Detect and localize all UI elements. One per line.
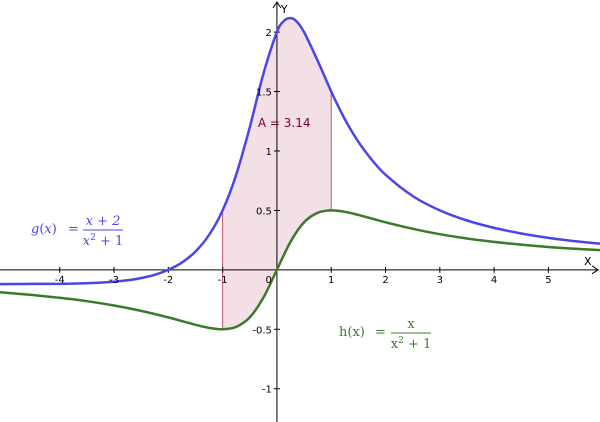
- x-tick-label: -4: [55, 275, 65, 286]
- formula-h-den-base: x: [391, 337, 399, 352]
- y-tick-label: -0.5: [252, 325, 272, 336]
- x-axis-arrow: [591, 265, 599, 275]
- y-tick-label: 0.5: [256, 206, 272, 217]
- formula-h-equals: =: [375, 325, 386, 340]
- series-line-g: [0, 16, 600, 286]
- x-tick-label: -1: [218, 275, 228, 286]
- formula-g-den-base: x: [83, 234, 91, 249]
- y-tick-label: 1.5: [256, 88, 272, 99]
- y-axis-arrow: [272, 1, 282, 9]
- x-tick-label: 5: [545, 275, 551, 286]
- formula-g-lhs: g(x): [31, 222, 57, 237]
- y-tick-label: -1: [262, 385, 272, 396]
- formula-h-numerator: x: [407, 317, 415, 332]
- formula-h-den-exp: 2: [398, 336, 404, 346]
- formula-g-den-tail: + 1: [96, 234, 123, 249]
- origin-label: 0: [266, 275, 272, 286]
- y-tick-label: 2: [266, 28, 272, 39]
- y-axis-label: Y: [280, 3, 288, 16]
- x-tick-label: 2: [382, 275, 388, 286]
- formula-g-den-exp: 2: [90, 233, 96, 243]
- formula-h-den-tail: + 1: [404, 337, 431, 352]
- labels: X Y -4 -3 -2 -1 1 2 3 4 5 2 1.5 1 0.5 -0.5 -1 0 A = 3.14: [55, 3, 592, 396]
- formula-g-denominator: x2 + 1: [83, 233, 124, 249]
- x-tick-label: 3: [437, 275, 443, 286]
- x-tick-label: -3: [109, 275, 119, 286]
- curves: [0, 16, 600, 331]
- formula-h-name: h: [339, 325, 348, 340]
- series-line-h: [0, 209, 600, 331]
- formula-h: h(x) = x x2 + 1: [339, 317, 431, 352]
- x-tick-label: 1: [328, 275, 334, 286]
- formula-g-var: x: [44, 222, 52, 237]
- x-axis-label: X: [584, 255, 592, 268]
- formula-h-var: x: [352, 325, 360, 340]
- formula-g-name: g: [31, 222, 39, 237]
- y-tick-label: 1: [266, 147, 272, 158]
- formula-g-numerator: x + 2: [86, 214, 121, 229]
- x-tick-label: -2: [163, 275, 173, 286]
- formula-h-denominator: x2 + 1: [391, 336, 432, 352]
- formula-g: g(x) = x + 2 x2 + 1: [31, 214, 123, 249]
- area-value-label: A = 3.14: [258, 116, 311, 130]
- formula-h-lhs: h(x): [339, 325, 365, 340]
- formula-g-equals: =: [68, 222, 79, 237]
- x-tick-label: 4: [491, 275, 497, 286]
